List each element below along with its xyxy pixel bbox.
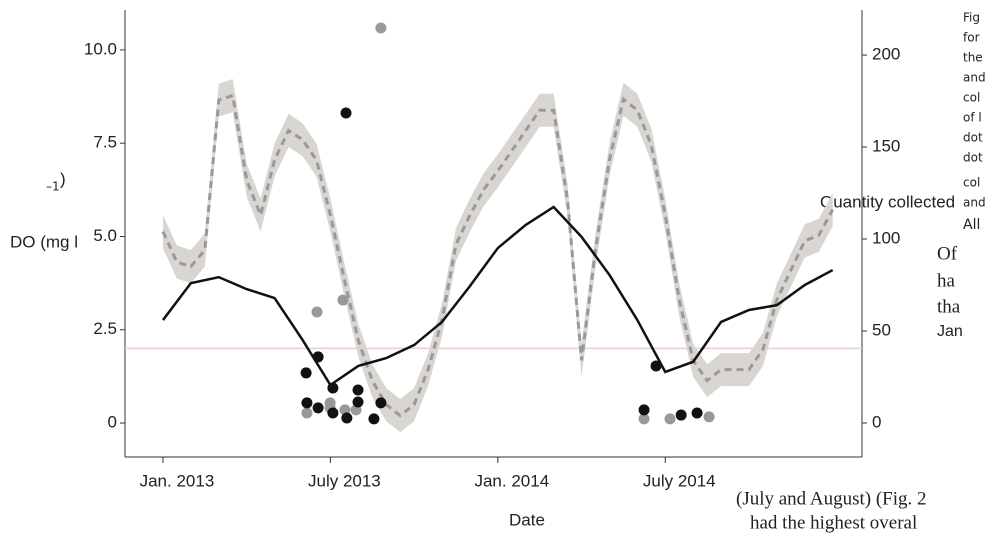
dot [650, 360, 662, 372]
caption-fragment: col [963, 176, 980, 190]
dot [368, 413, 380, 425]
caption-fragment: for [963, 31, 980, 45]
y-tick-label: 10.0 [84, 39, 117, 58]
y2-tick-label: 200 [872, 45, 900, 64]
body-fragment: tha [937, 296, 961, 317]
x-tick-label: July 2014 [643, 471, 716, 490]
caption-fragment: dot [963, 131, 983, 145]
y-tick-label: 7.5 [93, 133, 117, 152]
y2-tick-label: 50 [872, 320, 891, 339]
dot [340, 107, 352, 119]
body-line: had the highest overal [750, 512, 917, 533]
y-tick-label: 0 [108, 413, 117, 432]
caption-fragment: and [963, 196, 986, 210]
dot [341, 412, 353, 424]
dot [675, 409, 687, 421]
dot [337, 294, 349, 306]
body-fragment: Of [937, 243, 958, 264]
dot [300, 367, 312, 379]
caption-fragment: the [963, 51, 983, 65]
y-axis-label: DO (mg l [10, 232, 78, 251]
dot [664, 413, 676, 425]
caption-fragment: and [963, 71, 986, 85]
dot [375, 397, 387, 409]
dot [327, 407, 339, 419]
dot [352, 384, 364, 396]
body-fragment: All [963, 217, 980, 233]
caption-fragment: col [963, 91, 980, 105]
dot [312, 351, 324, 363]
y2-tick-label: 150 [872, 137, 900, 156]
dot [352, 396, 364, 408]
dot [327, 382, 339, 394]
dot [703, 411, 715, 423]
y-axis-label-superscript: –1 [46, 180, 60, 194]
x-tick-label: Jan. 2014 [474, 471, 549, 490]
dot [311, 306, 323, 318]
dot [638, 413, 650, 425]
y-axis-label-close: ) [60, 169, 66, 188]
dot [638, 404, 650, 416]
x-tick-label: July 2013 [308, 471, 381, 490]
body-fragment: Jan [937, 323, 963, 340]
y-tick-label: 5.0 [93, 226, 117, 245]
y2-tick-label: 100 [872, 229, 900, 248]
y2-axis-label: Quantity collected [820, 192, 955, 211]
dot [375, 22, 387, 34]
caption-fragment: dot [963, 151, 983, 165]
dashed-line [161, 93, 835, 418]
caption-fragment: Fig [963, 11, 980, 25]
y-tick-label: 2.5 [93, 319, 117, 338]
solid-line [161, 205, 834, 387]
body-fragment: ha [937, 270, 956, 291]
dot [301, 397, 313, 409]
confidence-band [162, 78, 833, 433]
x-axis-label: Date [509, 510, 545, 529]
dot [691, 407, 703, 419]
body-line: (July and August) (Fig. 2 [736, 488, 927, 509]
dot [301, 407, 313, 419]
dot [312, 402, 324, 414]
x-tick-label: Jan. 2013 [140, 471, 215, 490]
y2-tick-label: 0 [872, 412, 881, 431]
caption-fragment: of l [963, 111, 982, 125]
